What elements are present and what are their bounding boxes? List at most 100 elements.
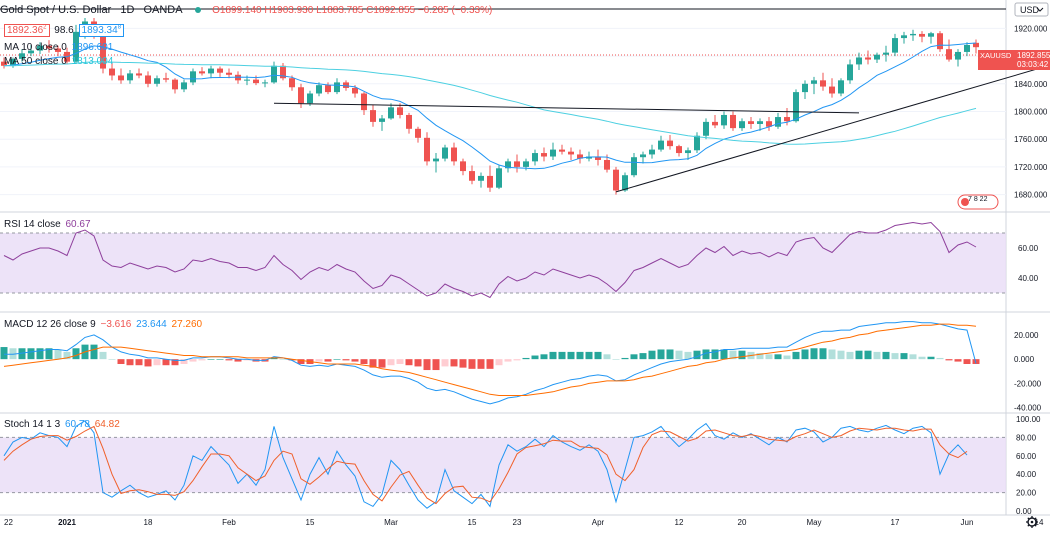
- candle-body: [802, 83, 808, 93]
- macd-histogram-bar: [315, 359, 323, 362]
- candle-body: [865, 57, 871, 60]
- candle-body: [217, 68, 223, 73]
- macd-histogram-bar: [900, 353, 908, 360]
- ma50-label: MA 50 close 0: [4, 56, 67, 67]
- macd-histogram-bar: [108, 359, 116, 360]
- candle-body: [748, 121, 754, 124]
- interval-label[interactable]: 1D: [120, 4, 135, 16]
- rsi-pane[interactable]: [3, 221, 977, 299]
- candle-body: [325, 85, 331, 93]
- oscillator-bands: [0, 232, 1006, 494]
- macd-histogram-bar: [909, 354, 917, 360]
- symbol-legend[interactable]: Gold Spot / U.S. Dollar 1D OANDA O1899.1…: [0, 3, 492, 18]
- stoch-tick-label: 60.00: [1016, 452, 1037, 461]
- candle-body: [721, 114, 727, 126]
- macd-histogram-bar: [405, 359, 413, 366]
- flag-icon: [961, 198, 969, 206]
- time-tick-label-left: 22: [4, 518, 13, 527]
- macd-histogram-bar: [828, 349, 836, 360]
- macd-histogram-bar: [549, 351, 557, 360]
- macd-histogram-bar: [36, 348, 44, 360]
- time-axis[interactable]: 2021 18 Feb 15 Mar 15 23 Apr 12 20 May 17 Jun 14 22: [4, 518, 1044, 527]
- candle-body: [586, 156, 592, 159]
- macd-histogram-bar: [288, 359, 296, 361]
- settings-gear-icon[interactable]: [1026, 516, 1038, 528]
- time-tick-label: 18: [144, 518, 153, 527]
- stoch-label: Stoch 14 1 3: [4, 419, 61, 430]
- ma10-line: [3, 42, 977, 170]
- events-badge[interactable]: 7 8 22: [957, 194, 999, 210]
- macd-histogram-bar: [558, 351, 566, 360]
- candle-body: [118, 75, 124, 81]
- candle-body: [514, 161, 520, 167]
- candle-body: [955, 51, 961, 60]
- candle-body: [703, 121, 709, 136]
- time-tick-label: 23: [513, 518, 522, 527]
- ma10-legend[interactable]: MA 10 close 0 1896.601: [4, 42, 113, 54]
- macd-histogram-bar: [720, 349, 728, 360]
- macd-tick-label: 0.000: [1014, 355, 1035, 364]
- price-tag-price: 1892.855: [1017, 51, 1050, 60]
- macd-tick-label: -20.000: [1014, 379, 1042, 388]
- symbol-title[interactable]: Gold Spot / U.S. Dollar: [0, 4, 112, 16]
- candle-body: [343, 82, 349, 88]
- time-tick-label: 15: [306, 518, 315, 527]
- market-status-icon: [195, 6, 202, 13]
- macd-pane[interactable]: [0, 321, 980, 405]
- price-scales[interactable]: 1920.0001880.0001840.0001800.0001760.000…: [1014, 24, 1048, 516]
- candle-body: [541, 153, 547, 157]
- macd-histogram-bar: [693, 350, 701, 360]
- price-pane[interactable]: [1, 18, 1049, 195]
- ask-box[interactable]: 1893.348: [78, 24, 125, 38]
- candle-body: [433, 158, 439, 162]
- stoch-pane[interactable]: [3, 420, 968, 509]
- candle-body: [964, 45, 970, 52]
- macd-histogram-bar: [360, 359, 368, 364]
- macd-histogram-bar: [171, 359, 179, 366]
- rsi-tick-label: 40.00: [1018, 274, 1039, 283]
- macd-histogram-bar: [333, 359, 341, 360]
- macd-histogram-bar: [945, 359, 953, 361]
- candle-body: [694, 135, 700, 151]
- macd-histogram-bar: [630, 354, 638, 360]
- time-tick-label: Feb: [222, 518, 236, 527]
- candle-body: [172, 79, 178, 90]
- macd-histogram-bar: [675, 350, 683, 360]
- rsi-legend[interactable]: RSI 14 close 60.67: [4, 219, 91, 231]
- macd-histogram-bar: [729, 350, 737, 360]
- bid-box[interactable]: 1892.362: [4, 24, 50, 38]
- macd-histogram-bar: [99, 351, 107, 360]
- quote-boxes[interactable]: 1892.362 98.6 1893.348: [4, 22, 125, 38]
- macd-tick-label: 20.000: [1014, 331, 1039, 340]
- macd-histogram-bar: [450, 359, 458, 367]
- candle-body: [163, 78, 169, 80]
- macd-histogram-bar: [531, 355, 539, 360]
- ma10-label: MA 10 close 0: [4, 42, 67, 53]
- macd-histogram-bar: [459, 359, 467, 368]
- macd-histogram-bar: [342, 359, 350, 361]
- candle-body: [523, 161, 529, 167]
- macd-histogram-bar: [927, 356, 935, 360]
- macd-legend[interactable]: MACD 12 26 close 9 −3.616 23.644 27.260: [4, 319, 202, 331]
- candle-body: [766, 121, 772, 127]
- ma50-legend[interactable]: MA 50 close 0 1813.004: [4, 56, 113, 68]
- time-tick-label: May: [806, 518, 821, 527]
- candle-body: [559, 149, 565, 152]
- currency-selector[interactable]: USD: [1014, 2, 1049, 17]
- stoch-legend[interactable]: Stoch 14 1 3 60.78 64.82: [4, 419, 120, 431]
- stoch-band: [0, 437, 1006, 493]
- candle-body: [73, 31, 79, 62]
- stoch-tick-label: 0.00: [1016, 507, 1032, 516]
- macd-histogram-bar: [468, 359, 476, 369]
- ohlc-values: O1899.140 H1903.930 L1883.785 C1892.855 …: [212, 5, 493, 16]
- candle-body: [487, 175, 493, 188]
- macd-value-line: 23.644: [136, 319, 167, 330]
- candle-body: [37, 45, 43, 51]
- time-tick-label: Apr: [592, 518, 605, 527]
- macd-label: MACD 12 26 close 9: [4, 319, 96, 330]
- macd-line: [4, 321, 977, 405]
- macd-histogram-bar: [324, 359, 332, 362]
- macd-histogram-bar: [738, 350, 746, 360]
